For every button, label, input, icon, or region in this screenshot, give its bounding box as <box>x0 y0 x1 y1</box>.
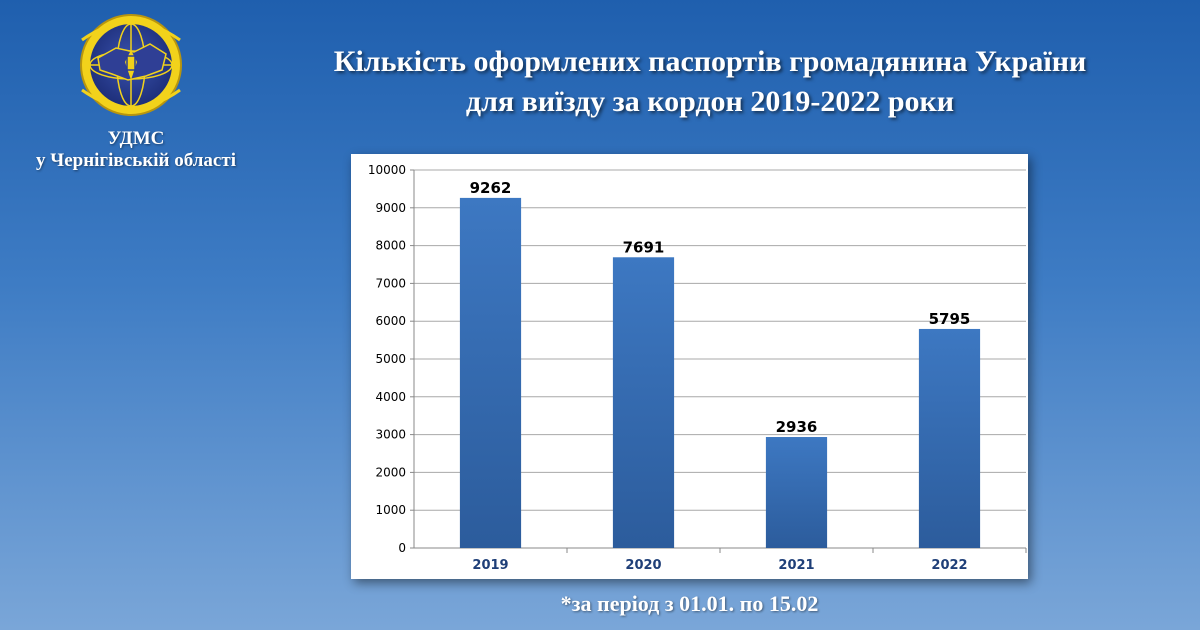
bar-2020 <box>612 257 675 548</box>
x-tick-label-2020: 2020 <box>625 558 661 573</box>
y-tick-label: 6000 <box>375 314 406 328</box>
state-migration-service-emblem-icon <box>80 14 182 116</box>
data-label-2021: 2936 <box>776 418 818 436</box>
x-tick-label-2022: 2022 <box>931 558 967 573</box>
organization-name: УДМС <box>107 128 165 149</box>
page-title-line-1: Кількість оформлених паспортів громадяни… <box>333 45 1087 78</box>
bar-2019 <box>459 197 522 548</box>
y-tick-label: 10000 <box>368 163 406 177</box>
organization-region: у Чернігівській області <box>36 150 236 171</box>
y-tick-label: 1000 <box>375 503 406 517</box>
y-tick-label: 5000 <box>375 352 406 366</box>
bar-2021 <box>765 437 828 548</box>
logo <box>76 10 186 120</box>
data-label-2020: 7691 <box>623 238 665 256</box>
x-tick-label-2019: 2019 <box>472 558 508 573</box>
x-tick-label-2021: 2021 <box>778 558 814 573</box>
chart-panel: 0 1000 2000 3000 4000 5000 6000 7000 8000 9000 100… <box>351 154 1028 579</box>
y-tick-label: 7000 <box>375 276 406 290</box>
y-tick-label: 2000 <box>375 465 406 479</box>
y-tick-label: 8000 <box>375 239 406 253</box>
bar-chart: 0 1000 2000 3000 4000 5000 6000 7000 8000 9000 100… <box>368 163 1027 573</box>
data-label-2022: 5795 <box>929 310 971 328</box>
page-title-line-2: для виїзду за кордон 2019-2022 роки <box>465 85 955 118</box>
period-footnote: *за період з 01.01. по 15.02 <box>560 591 819 616</box>
y-tick-label: 0 <box>398 541 406 555</box>
data-label-2019: 9262 <box>470 179 512 197</box>
bar-2022 <box>918 328 981 548</box>
y-tick-label: 3000 <box>375 428 406 442</box>
y-tick-label: 9000 <box>375 201 406 215</box>
y-tick-label: 4000 <box>375 390 406 404</box>
